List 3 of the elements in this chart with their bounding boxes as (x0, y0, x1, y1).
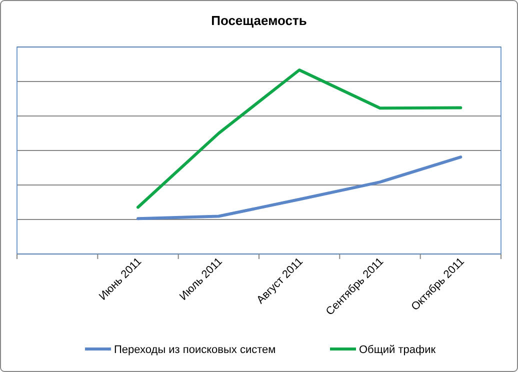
legend-label: Переходы из поисковых систем (114, 344, 276, 356)
chart-title: Посещаемость (211, 13, 307, 28)
legend-label: Общий трафик (359, 344, 436, 356)
